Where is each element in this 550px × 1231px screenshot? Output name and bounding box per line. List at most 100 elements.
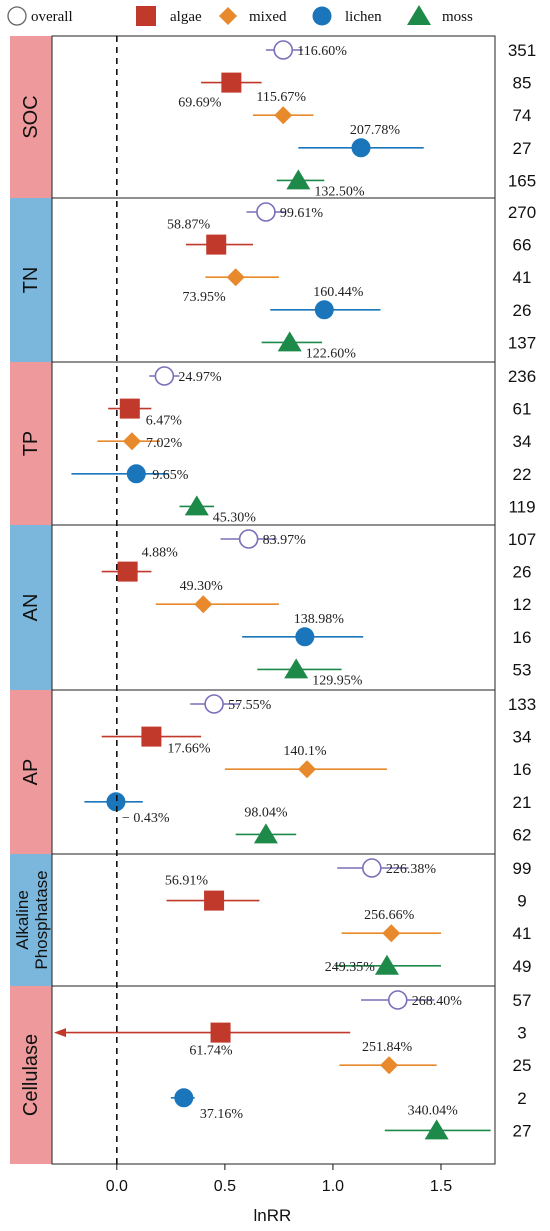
legend-label-overall: overall: [31, 9, 73, 25]
marker-algae: [221, 72, 242, 93]
row-lichen: 160.44% 26: [270, 285, 531, 320]
x-axis: 0.0 0.5 1.0 1.5 lnRR: [106, 1164, 452, 1225]
x-tick-label: 0.0: [106, 1178, 128, 1195]
legend-item-lichen: lichen: [312, 6, 382, 26]
pct-label: 4.88%: [142, 546, 179, 561]
sample-size: 2: [517, 1089, 526, 1108]
group-label: SOC: [20, 95, 42, 138]
panel-frame: [51, 524, 496, 691]
marker-lichen: [295, 627, 315, 647]
pct-label: 45.30%: [213, 510, 257, 525]
legend-marker-algae: [136, 6, 156, 26]
pct-label: 129.95%: [312, 673, 363, 688]
sample-size: 85: [513, 74, 532, 93]
sample-size: 41: [513, 268, 532, 287]
row-algae: 56.91% 9: [165, 874, 527, 911]
marker-algae: [141, 726, 162, 747]
legend-label-algae: algae: [170, 9, 202, 25]
pct-label: 268.40%: [412, 994, 463, 1009]
marker-overall: [387, 990, 408, 1010]
marker-lichen: [351, 138, 371, 158]
sample-size: 21: [513, 793, 532, 812]
row-overall: 57.55% 133: [190, 694, 536, 714]
group-label: TN: [20, 267, 42, 294]
sample-size: 34: [513, 728, 532, 747]
pct-label: 98.04%: [244, 805, 288, 820]
row-lichen: 37.16% 2: [170, 1088, 527, 1122]
group-strip: [10, 36, 52, 198]
group-strip: [10, 986, 52, 1164]
pct-label: 58.87%: [167, 218, 211, 233]
sample-size: 16: [513, 760, 532, 779]
panel-tn: TN 99.61% 270 58.87% 66 73.95% 41 160.44% 26 122.…: [10, 197, 536, 363]
row-overall: 83.97% 107: [220, 529, 536, 549]
group-label: AlkalinePhosphatase: [13, 870, 51, 969]
marker-mixed: [380, 1056, 399, 1075]
row-moss: 98.04% 62: [235, 805, 531, 844]
row-overall: 226.38% 99: [337, 858, 531, 878]
legend-item-mixed: mixed: [219, 7, 287, 25]
marker-algae: [117, 561, 138, 582]
marker-algae: [210, 1022, 231, 1043]
x-tick-label: 1.5: [430, 1178, 452, 1195]
pct-label: 116.60%: [297, 44, 347, 59]
row-lichen: − 0.43% 21: [84, 792, 531, 826]
sample-size: 133: [508, 695, 536, 714]
pct-label: 24.97%: [178, 370, 222, 385]
marker-moss: [286, 169, 311, 190]
pct-label: 249.35%: [325, 960, 376, 975]
pct-label: 56.91%: [165, 874, 209, 889]
row-algae: 6.47% 61: [108, 398, 531, 429]
row-moss: 249.35% 49: [325, 954, 532, 976]
sample-size: 74: [513, 106, 532, 125]
marker-mixed: [122, 432, 141, 451]
row-mixed: 49.30% 12: [155, 579, 531, 614]
row-lichen: 207.78% 27: [298, 123, 531, 158]
row-overall: 268.40% 57: [361, 990, 531, 1010]
sample-size: 3: [517, 1024, 526, 1043]
sample-size: 27: [513, 139, 532, 158]
row-overall: 99.61% 270: [246, 202, 536, 222]
row-moss: 132.50% 165: [276, 169, 536, 199]
marker-overall: [362, 858, 382, 878]
sample-size: 137: [508, 333, 536, 352]
legend-item-algae: algae: [136, 6, 202, 26]
panel-frame: [51, 689, 496, 855]
pct-label: 61.74%: [189, 1044, 233, 1059]
row-moss: 122.60% 137: [261, 331, 536, 361]
group-label: AN: [20, 594, 42, 622]
sample-size: 16: [513, 628, 532, 647]
marker-algae: [206, 234, 227, 255]
row-mixed: 73.95% 41: [183, 268, 532, 305]
pct-label: 132.50%: [314, 184, 365, 199]
pct-label: 57.55%: [228, 698, 272, 713]
pct-label: 226.38%: [386, 862, 437, 877]
legend: overall algae mixed lichen moss: [7, 5, 473, 26]
pct-label: 49.30%: [180, 579, 224, 594]
group-label-line: Phosphatase: [32, 870, 51, 969]
group-strip: [10, 362, 52, 525]
row-overall: 116.60% 351: [265, 40, 536, 60]
legend-marker-overall: [7, 6, 27, 26]
pct-label: 340.04%: [408, 1103, 459, 1118]
marker-algae: [119, 398, 140, 419]
sample-size: 26: [513, 301, 532, 320]
group-strip: [10, 525, 52, 690]
legend-label-mixed: mixed: [249, 9, 287, 25]
sample-size: 351: [508, 41, 536, 60]
marker-overall: [154, 366, 175, 386]
row-mixed: 140.1% 16: [224, 744, 532, 779]
pct-label: 251.84%: [362, 1040, 413, 1055]
marker-moss: [277, 331, 302, 352]
row-algae: 58.87% 66: [167, 218, 531, 255]
sample-size: 270: [508, 203, 536, 222]
sample-size: 49: [513, 957, 532, 976]
group-label: Cellulase: [20, 1034, 42, 1116]
row-lichen: 138.98% 16: [242, 612, 531, 647]
row-mixed: 115.67% 74: [252, 90, 532, 125]
row-lichen: 9.65% 22: [71, 464, 531, 484]
pct-label: 115.67%: [256, 90, 306, 105]
